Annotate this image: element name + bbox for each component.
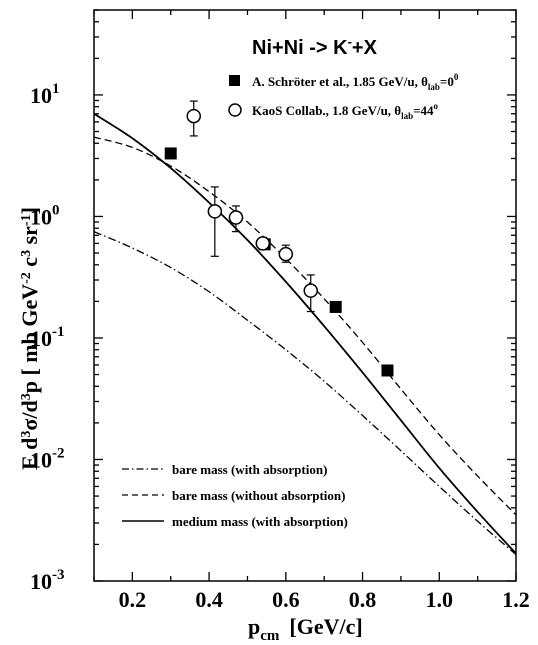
y-tick-label: 10-1 [30, 324, 65, 351]
series-line-dash-dot [93, 231, 517, 556]
legend-label-medium-with: medium mass (with absorption) [172, 514, 348, 529]
data-point-circle [228, 210, 244, 225]
series-line-dashed [93, 136, 517, 516]
legend-label-kaos: KaoS Collab., 1.8 GeV/u, θlab=44o [252, 101, 439, 121]
data-point-square [381, 364, 394, 377]
y-tick-label: 101 [30, 81, 60, 108]
axis-ticks [93, 9, 517, 582]
y-axis-title: E d3σ/d3p [ mb GeV-2 c3 sr-1] [17, 207, 42, 470]
data-point-circle [303, 283, 319, 298]
legend-label-bare-without: bare mass (without absorption) [172, 488, 345, 503]
data-point-square [164, 147, 177, 160]
x-tick-label: 1.2 [502, 587, 530, 612]
y-tick-label: 100 [30, 202, 60, 229]
x-axis-title: pcm [GeV/c] [248, 614, 363, 644]
data-point-circle [207, 204, 223, 219]
y-tick-label: 10-2 [30, 445, 65, 472]
x-tick-label: 0.2 [119, 587, 147, 612]
tick-labels: 0.2 0.4 0.6 0.8 1.0 1.2 10-3 10-2 10-1 100 101 [30, 81, 530, 612]
legend-label-schroter: A. Schröter et al., 1.85 GeV/u, θlab=00 [252, 72, 459, 92]
legend-marker-open-circle [228, 103, 242, 117]
plot-frame [93, 9, 517, 582]
data-points [164, 100, 394, 377]
data-point-circle [186, 108, 201, 124]
x-tick-label: 1.0 [426, 587, 454, 612]
curves [93, 113, 517, 556]
legend-label-bare-with: bare mass (with absorption) [172, 462, 327, 477]
chart-title: Ni+Ni -> K-+X [252, 34, 378, 59]
x-tick-label: 0.6 [272, 587, 300, 612]
data-point-circle [278, 246, 294, 262]
x-tick-label: 0.8 [349, 587, 377, 612]
data-point-circle [255, 236, 271, 251]
line-legend: bare mass (with absorption) bare mass (w… [122, 462, 348, 529]
data-point-square [329, 300, 342, 313]
y-tick-label: 10-3 [30, 567, 65, 594]
x-tick-label: 0.4 [195, 587, 223, 612]
series-line-solid [93, 113, 517, 555]
data-legend: A. Schröter et al., 1.85 GeV/u, θlab=00 … [228, 72, 459, 121]
legend-marker-filled-square [229, 75, 240, 86]
